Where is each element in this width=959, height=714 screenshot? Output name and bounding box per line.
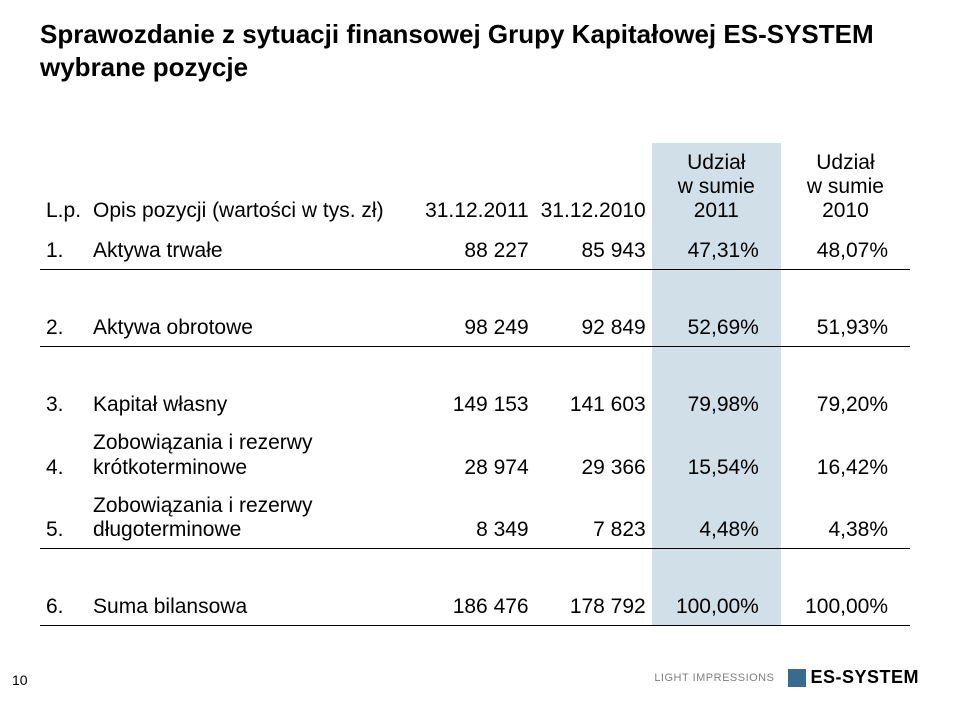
cell-share-2010: 16,42%: [781, 423, 910, 485]
table-row: 5.Zobowiązania i rezerwydługoterminowe8 …: [40, 486, 910, 549]
cell-lp: 2.: [40, 308, 87, 347]
brand-square-icon: [788, 669, 806, 687]
spacer-cell: [781, 347, 910, 386]
table-spacer-row: [40, 270, 910, 309]
hdr-share-2010-a: Udział: [787, 151, 904, 175]
cell-share-2011: 100,00%: [652, 587, 781, 626]
cell-lp: 3.: [40, 385, 87, 423]
cell-share-2011: 15,54%: [652, 423, 781, 485]
title-line-2: wybrane pozycje: [40, 51, 919, 84]
hdr-col-2011: 31.12.2011: [419, 143, 535, 231]
page-number: 10: [12, 672, 28, 688]
spacer-cell: [40, 270, 652, 309]
cell-value-2011: 186 476: [419, 587, 535, 626]
cell-value-2010: 29 366: [535, 423, 652, 485]
hdr-share-2011: Udział w sumie 2011: [652, 143, 781, 231]
table-spacer-row: [40, 347, 910, 386]
table-body: 1.Aktywa trwałe88 22785 94347,31%48,07% …: [40, 231, 910, 625]
spacer-cell-hl: [652, 347, 781, 386]
cell-value-2010: 85 943: [535, 231, 652, 270]
cell-name: Zobowiązania i rezerwykrótkoterminowe: [87, 423, 419, 485]
table-header-row: L.p. Opis pozycji (wartości w tys. zł) 3…: [40, 143, 910, 231]
spacer-cell: [781, 270, 910, 309]
hdr-lp: L.p.: [40, 143, 87, 231]
footer-right: LIGHT IMPRESSIONS ES-SYSTEM: [654, 667, 919, 688]
spacer-cell-hl: [652, 270, 781, 309]
hdr-name: Opis pozycji (wartości w tys. zł): [87, 143, 419, 231]
cell-name-line1: Zobowiązania i rezerwy: [93, 431, 413, 455]
cell-value-2011: 88 227: [419, 231, 535, 270]
title-brand: ES-SYSTEM: [723, 19, 873, 49]
financial-table-wrap: L.p. Opis pozycji (wartości w tys. zł) 3…: [40, 143, 910, 626]
table-row: 2.Aktywa obrotowe98 24992 84952,69%51,93…: [40, 308, 910, 347]
page-footer: 10 LIGHT IMPRESSIONS ES-SYSTEM: [0, 658, 959, 688]
title-prefix: Sprawozdanie z sytuacji finansowej Grupy…: [40, 19, 723, 49]
spacer-cell: [40, 347, 652, 386]
cell-share-2010: 4,38%: [781, 486, 910, 549]
cell-value-2010: 141 603: [535, 385, 652, 423]
document-title: Sprawozdanie z sytuacji finansowej Grupy…: [40, 18, 919, 83]
cell-name: Suma bilansowa: [87, 587, 419, 626]
cell-value-2011: 98 249: [419, 308, 535, 347]
hdr-share-2011-c: 2011: [658, 199, 775, 223]
cell-value-2010: 92 849: [535, 308, 652, 347]
cell-name-line2: długoterminowe: [93, 518, 413, 542]
cell-lp: 6.: [40, 587, 87, 626]
hdr-share-2011-b: w sumie: [658, 175, 775, 199]
financial-table: L.p. Opis pozycji (wartości w tys. zł) 3…: [40, 143, 910, 626]
cell-name: Aktywa obrotowe: [87, 308, 419, 347]
cell-value-2011: 149 153: [419, 385, 535, 423]
hdr-share-2010: Udział w sumie 2010: [781, 143, 910, 231]
table-row: 3.Kapitał własny149 153141 60379,98%79,2…: [40, 385, 910, 423]
footer-tagline: LIGHT IMPRESSIONS: [654, 672, 774, 684]
cell-lp: 1.: [40, 231, 87, 270]
cell-name: Aktywa trwałe: [87, 231, 419, 270]
brand-text: ES-SYSTEM: [810, 667, 919, 688]
cell-lp: 4.: [40, 423, 87, 485]
cell-value-2010: 178 792: [535, 587, 652, 626]
hdr-share-2010-b: w sumie: [787, 175, 904, 199]
cell-share-2010: 79,20%: [781, 385, 910, 423]
cell-share-2011: 52,69%: [652, 308, 781, 347]
hdr-share-2010-c: 2010: [787, 199, 904, 223]
hdr-share-2011-a: Udział: [658, 151, 775, 175]
spacer-cell: [40, 548, 652, 587]
cell-name: Kapitał własny: [87, 385, 419, 423]
table-row: 4.Zobowiązania i rezerwykrótkoterminowe2…: [40, 423, 910, 485]
cell-share-2011: 4,48%: [652, 486, 781, 549]
cell-share-2010: 48,07%: [781, 231, 910, 270]
table-row: 6.Suma bilansowa186 476178 792100,00%100…: [40, 587, 910, 626]
spacer-cell: [781, 548, 910, 587]
cell-share-2010: 51,93%: [781, 308, 910, 347]
table-spacer-row: [40, 548, 910, 587]
brand-logo: ES-SYSTEM: [788, 667, 919, 688]
cell-share-2010: 100,00%: [781, 587, 910, 626]
cell-share-2011: 47,31%: [652, 231, 781, 270]
cell-name: Zobowiązania i rezerwydługoterminowe: [87, 486, 419, 549]
cell-share-2011: 79,98%: [652, 385, 781, 423]
cell-value-2010: 7 823: [535, 486, 652, 549]
table-row: 1.Aktywa trwałe88 22785 94347,31%48,07%: [40, 231, 910, 270]
cell-name-line2: krótkoterminowe: [93, 456, 413, 480]
hdr-col-2010: 31.12.2010: [535, 143, 652, 231]
title-line-1: Sprawozdanie z sytuacji finansowej Grupy…: [40, 18, 919, 51]
page-root: Sprawozdanie z sytuacji finansowej Grupy…: [0, 0, 959, 714]
spacer-cell-hl: [652, 548, 781, 587]
cell-lp: 5.: [40, 486, 87, 549]
cell-name-line1: Zobowiązania i rezerwy: [93, 494, 413, 518]
cell-value-2011: 28 974: [419, 423, 535, 485]
cell-value-2011: 8 349: [419, 486, 535, 549]
